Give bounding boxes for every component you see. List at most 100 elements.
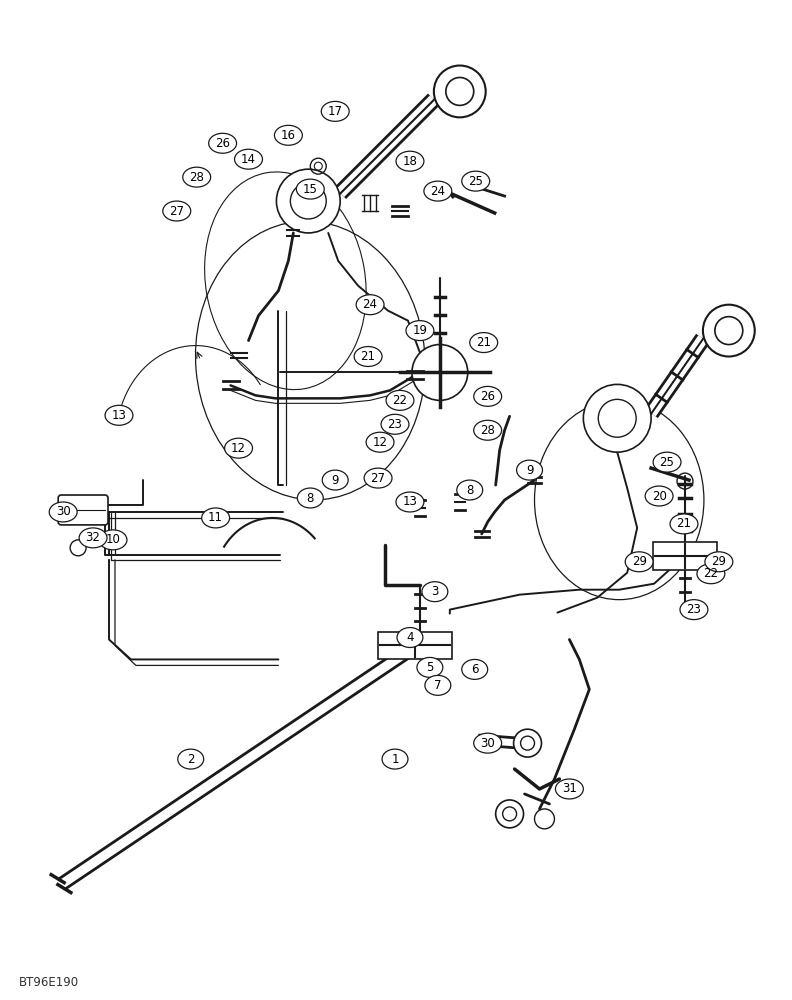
Ellipse shape [208,133,237,153]
Ellipse shape [457,480,482,500]
Ellipse shape [79,528,107,548]
Text: 22: 22 [393,394,408,407]
Circle shape [276,169,341,233]
Text: 10: 10 [105,533,120,546]
Ellipse shape [625,552,653,572]
Ellipse shape [225,438,253,458]
Text: 25: 25 [660,456,675,469]
Circle shape [584,384,651,452]
Ellipse shape [680,600,708,620]
Ellipse shape [49,502,77,522]
Ellipse shape [396,492,424,512]
Text: 7: 7 [434,679,442,692]
Ellipse shape [297,488,323,508]
Text: 15: 15 [303,183,318,196]
Ellipse shape [645,486,673,506]
Text: 23: 23 [687,603,702,616]
Text: 3: 3 [431,585,439,598]
Text: 28: 28 [480,424,495,437]
Text: 26: 26 [215,137,230,150]
Text: 6: 6 [471,663,478,676]
Ellipse shape [516,460,543,480]
Ellipse shape [406,321,434,341]
Text: 8: 8 [307,492,314,505]
Text: 32: 32 [86,531,101,544]
Ellipse shape [425,675,451,695]
Text: 29: 29 [632,555,646,568]
Text: 11: 11 [208,511,223,524]
Ellipse shape [322,470,348,490]
Text: 30: 30 [480,737,495,750]
Circle shape [513,729,542,757]
Ellipse shape [386,390,414,410]
Text: 26: 26 [480,390,495,403]
Text: 13: 13 [112,409,127,422]
Ellipse shape [462,171,489,191]
Ellipse shape [381,414,409,434]
FancyBboxPatch shape [378,632,451,659]
Text: 24: 24 [363,298,378,311]
Text: 25: 25 [468,175,483,188]
Text: 4: 4 [406,631,413,644]
Ellipse shape [417,657,443,677]
Ellipse shape [183,167,211,187]
Text: 5: 5 [426,661,433,674]
Text: 27: 27 [371,472,386,485]
Ellipse shape [366,432,394,452]
Text: 13: 13 [402,495,417,508]
Ellipse shape [163,201,191,221]
Ellipse shape [177,749,204,769]
Ellipse shape [474,420,501,440]
Ellipse shape [322,101,349,121]
Ellipse shape [296,179,324,199]
Text: 16: 16 [281,129,296,142]
Text: 30: 30 [55,505,70,518]
Text: 21: 21 [476,336,491,349]
Ellipse shape [424,181,451,201]
Text: 2: 2 [187,753,195,766]
Text: 17: 17 [328,105,343,118]
Text: 8: 8 [466,484,474,497]
Ellipse shape [354,347,382,366]
Ellipse shape [470,333,497,353]
Circle shape [412,345,468,400]
Ellipse shape [202,508,230,528]
Text: 22: 22 [703,567,718,580]
Text: 9: 9 [332,474,339,487]
Ellipse shape [356,295,384,315]
Text: 21: 21 [360,350,375,363]
Ellipse shape [697,564,725,584]
Ellipse shape [105,405,133,425]
Ellipse shape [705,552,733,572]
Circle shape [434,66,485,117]
Text: 23: 23 [387,418,402,431]
Text: 27: 27 [169,205,185,218]
Text: 9: 9 [526,464,533,477]
Ellipse shape [364,468,392,488]
Ellipse shape [382,749,408,769]
Text: 21: 21 [676,517,691,530]
Ellipse shape [653,452,681,472]
FancyBboxPatch shape [58,495,108,525]
FancyBboxPatch shape [653,542,717,570]
Ellipse shape [474,733,501,753]
Text: 20: 20 [652,490,667,503]
Circle shape [703,305,755,357]
Text: 18: 18 [402,155,417,168]
Ellipse shape [422,582,447,602]
Ellipse shape [99,530,127,550]
Ellipse shape [462,659,488,679]
Text: 28: 28 [189,171,204,184]
Text: 14: 14 [241,153,256,166]
Ellipse shape [670,514,698,534]
Ellipse shape [474,386,501,406]
Ellipse shape [396,151,424,171]
Text: 12: 12 [231,442,246,455]
Ellipse shape [234,149,262,169]
Text: 1: 1 [391,753,398,766]
Text: 24: 24 [430,185,445,198]
Circle shape [496,800,524,828]
Text: BT96E190: BT96E190 [19,976,79,989]
Text: 31: 31 [562,782,577,795]
Ellipse shape [274,125,303,145]
